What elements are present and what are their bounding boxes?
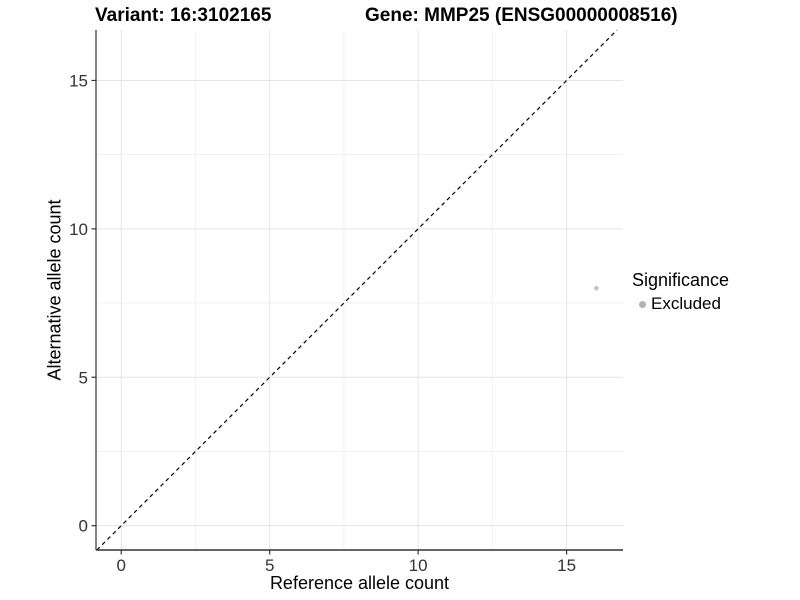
data-point — [593, 285, 599, 291]
gene-title: Gene: MMP25 (ENSG00000008516) — [365, 5, 678, 26]
x-axis-title: Reference allele count — [269, 573, 450, 593]
x-tick-label: 15 — [557, 556, 576, 575]
y-tick-label: 15 — [69, 71, 88, 90]
legend: Significance Excluded — [632, 270, 729, 314]
y-tick-label: 0 — [79, 517, 88, 536]
y-axis-title: Alternative allele count — [44, 199, 65, 381]
x-tick-label: 5 — [265, 556, 274, 575]
legend-item-label: Excluded — [651, 294, 721, 313]
identity-dashed-line — [96, 29, 618, 551]
y-tick-label: 5 — [79, 368, 88, 387]
variant-title: Variant: 16:3102165 — [95, 5, 272, 26]
legend-item-excluded: Excluded — [632, 294, 729, 314]
y-tick-label: 10 — [69, 220, 88, 239]
x-tick-label: 0 — [117, 556, 126, 575]
legend-key-dot — [639, 300, 646, 308]
x-tick-label: 10 — [409, 556, 428, 575]
legend-title: Significance — [632, 270, 730, 290]
